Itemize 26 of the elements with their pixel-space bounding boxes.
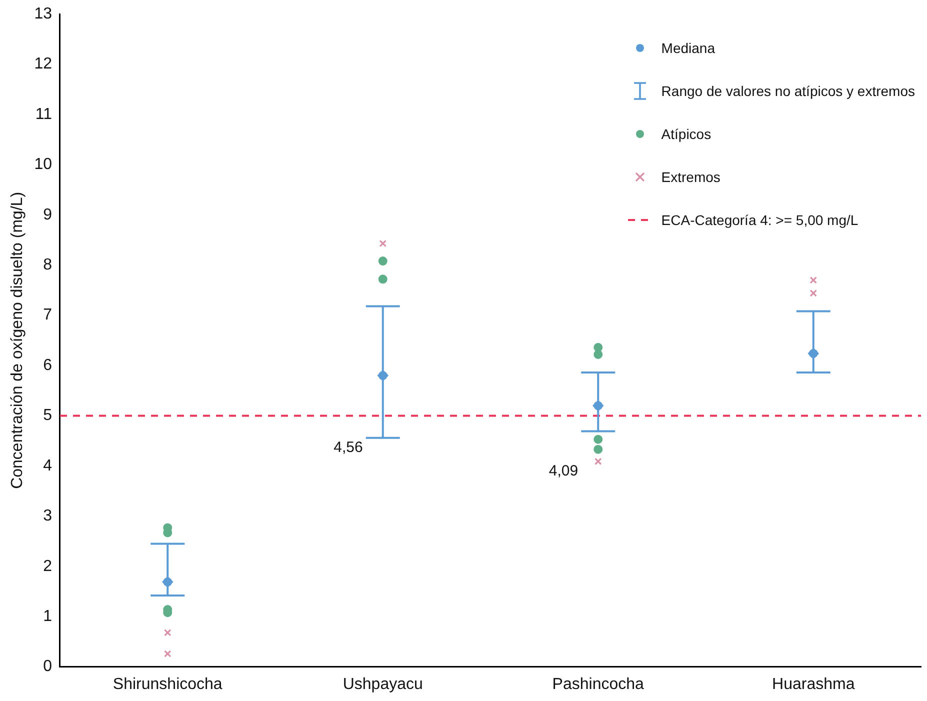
y-tick-label: 6 bbox=[43, 356, 52, 374]
legend-label: Rango de valores no atípicos y extremos bbox=[661, 82, 915, 98]
annotation: 4,09 bbox=[548, 462, 578, 480]
y-tick-label: 0 bbox=[43, 658, 52, 676]
legend-label: ECA-Categoría 4: >= 5,00 mg/L bbox=[661, 212, 858, 228]
x-tick-label: Pashincocha bbox=[552, 676, 644, 693]
y-tick-label: 5 bbox=[43, 407, 52, 424]
x-tick-label: Huarashma bbox=[772, 676, 855, 693]
legend-label: Extremos bbox=[661, 168, 720, 184]
y-tick-label: 9 bbox=[43, 206, 52, 224]
y-tick-label: 8 bbox=[43, 256, 52, 274]
y-axis-title: Concentración de oxígeno disuelto (mg/L) bbox=[9, 192, 26, 489]
y-tick-label: 2 bbox=[43, 558, 52, 575]
y-tick-label: 12 bbox=[34, 56, 52, 73]
legend-label: Mediana bbox=[661, 40, 715, 56]
x-tick-label: Shirunshicocha bbox=[112, 676, 222, 693]
annotation: 4,56 bbox=[334, 438, 363, 456]
y-tick-label: 7 bbox=[43, 306, 52, 324]
y-tick-label: 3 bbox=[43, 508, 52, 525]
y-tick-label: 11 bbox=[35, 106, 52, 123]
y-tick-label: 13 bbox=[34, 5, 52, 22]
x-tick-label: Ushpayacu bbox=[342, 676, 423, 693]
y-tick-label: 4 bbox=[43, 457, 52, 474]
y-tick-label: 1 bbox=[43, 608, 52, 625]
y-tick-label: 10 bbox=[34, 156, 52, 174]
legend-label: Atípicos bbox=[661, 126, 712, 142]
